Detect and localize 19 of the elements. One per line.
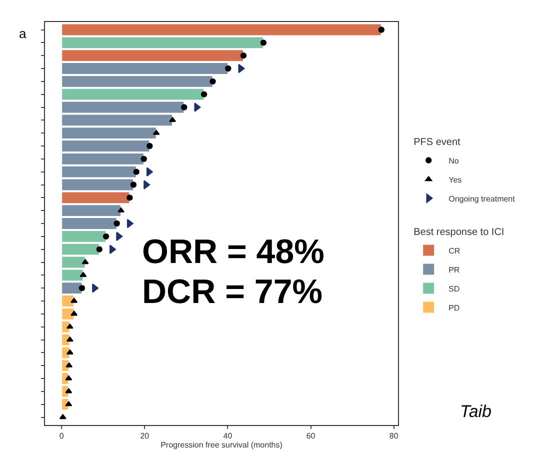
x-tick-label: 60	[306, 432, 316, 441]
x-axis-title: Progression free survival (months)	[160, 440, 283, 450]
x-tick-label: 80	[389, 432, 399, 441]
legend-label: CR	[448, 246, 460, 256]
annotation: DCR = 77%	[142, 273, 322, 311]
x-tick-label: 20	[140, 432, 150, 441]
annotation: ORR = 48%	[142, 233, 324, 271]
legend-label: No	[448, 156, 460, 166]
legend-label: Ongoing treatment	[448, 194, 516, 204]
x-tick-label: 40	[223, 432, 233, 441]
x-tick-label: 0	[59, 432, 64, 441]
text: Best response to ICI	[414, 227, 504, 238]
legend-label: PD	[448, 303, 460, 312]
text: Taib	[460, 402, 492, 421]
legend-label: PR	[448, 265, 460, 274]
text: a	[19, 26, 27, 41]
legend-label: SD	[448, 284, 460, 294]
legend-label: Yes	[448, 175, 462, 184]
text: PFS event	[414, 137, 460, 148]
